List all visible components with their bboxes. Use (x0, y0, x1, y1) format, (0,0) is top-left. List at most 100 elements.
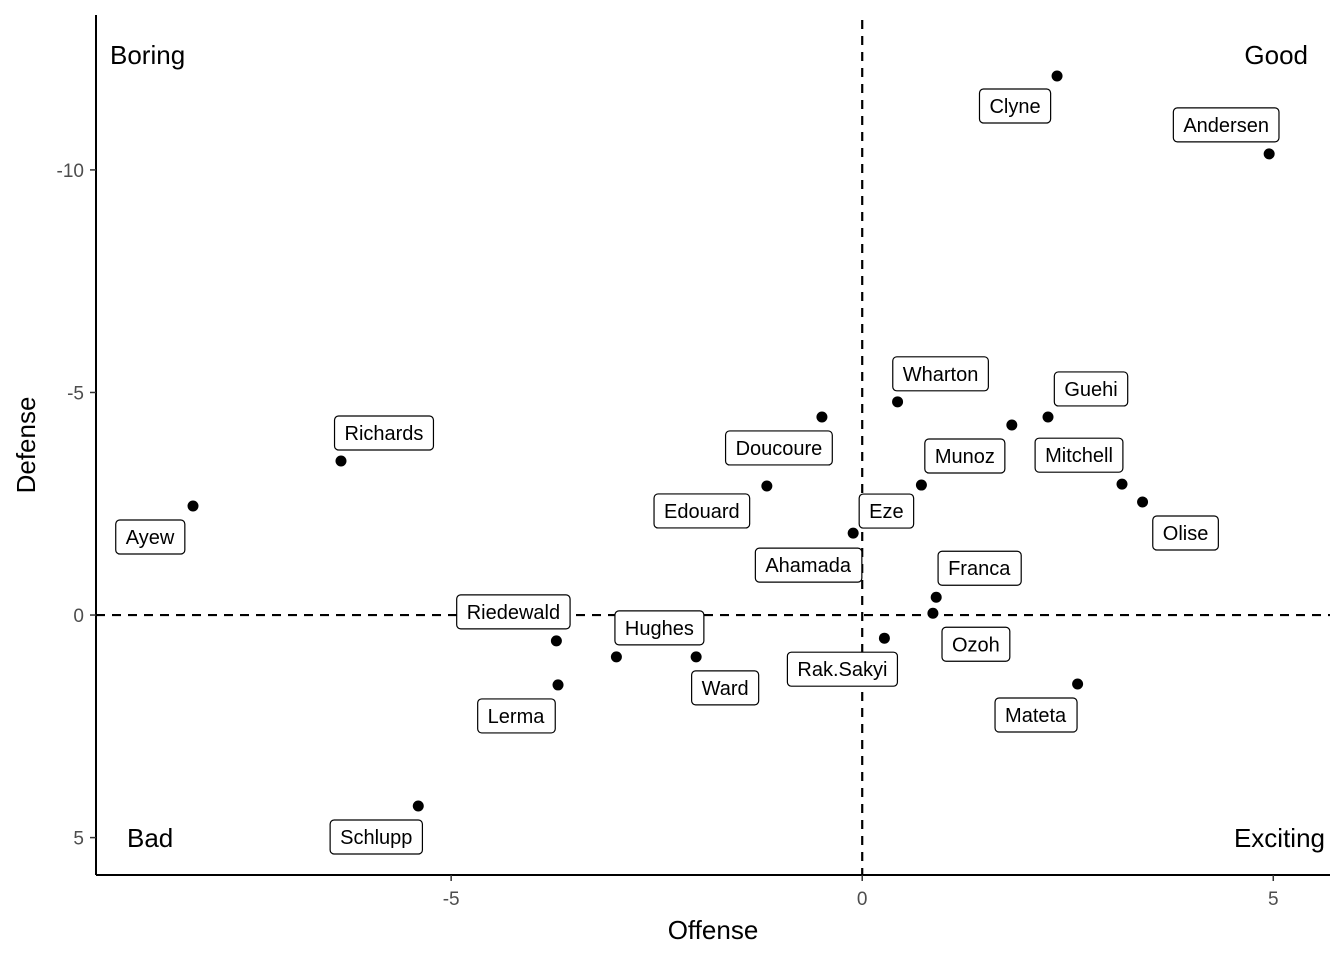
point-label-text: Franca (948, 558, 1011, 580)
data-point (915, 479, 927, 491)
point-label-text: Clyne (989, 96, 1040, 118)
data-point (187, 500, 199, 512)
point-label-text: Hughes (625, 618, 694, 640)
point-label-box (924, 438, 1006, 474)
point-label: Ayew (115, 519, 186, 555)
x-tick-label: -5 (443, 889, 460, 910)
point-label: Ahamada (754, 547, 863, 583)
data-point (690, 651, 702, 663)
point-label-text: Schlupp (340, 827, 412, 849)
data-point (1137, 496, 1149, 508)
point-label: Andersen (1172, 107, 1280, 143)
data-point (816, 411, 828, 423)
data-point (927, 607, 939, 619)
point-label-text: Mateta (1005, 705, 1067, 727)
point-label-text: Ayew (126, 527, 175, 549)
data-point (761, 480, 773, 492)
data-point (335, 455, 347, 467)
point-label-box (456, 594, 571, 630)
data-point (1051, 70, 1063, 82)
data-point (1263, 148, 1275, 160)
quadrant-label-bottom-left: Bad (127, 823, 173, 853)
point-label: Schlupp (329, 819, 424, 855)
point-label-text: Edouard (664, 501, 740, 523)
point-label-text: Richards (345, 423, 424, 445)
point-label-text: Rak.Sakyi (797, 659, 887, 681)
data-point (847, 527, 859, 539)
point-label-box (477, 698, 556, 734)
point-label: Ozoh (941, 626, 1011, 662)
quadrant-label-top-right: Good (1244, 40, 1308, 70)
data-point (878, 632, 890, 644)
point-label-box (858, 493, 915, 529)
point-label: Mateta (994, 697, 1078, 733)
y-tick-label: -5 (67, 383, 84, 404)
quadrant-label-bottom-right: Exciting (1234, 823, 1325, 853)
point-label: Olise (1152, 515, 1219, 551)
point-label-text: Eze (869, 501, 903, 523)
point-label-box (1172, 107, 1280, 143)
point-label: Lerma (477, 698, 556, 734)
data-point (552, 679, 564, 691)
point-label-box (115, 519, 186, 555)
point-label-box (892, 356, 989, 392)
point-label-text: Lerma (488, 706, 546, 728)
data-point (930, 591, 942, 603)
point-label: Franca (937, 550, 1022, 586)
point-label: Mitchell (1034, 437, 1124, 473)
point-label-box (691, 670, 760, 706)
point-label-box (333, 415, 435, 451)
point-label-text: Mitchell (1045, 445, 1113, 467)
point-label-text: Ward (702, 678, 749, 700)
point-label-box (937, 550, 1022, 586)
x-tick-label: 5 (1268, 889, 1279, 910)
x-axis-title: Offense (668, 915, 759, 945)
point-label-box (724, 430, 833, 466)
point-label: Richards (333, 415, 435, 451)
point-label-text: Ozoh (952, 634, 1000, 656)
point-label-text: Riedewald (467, 602, 560, 624)
point-label: Riedewald (456, 594, 571, 630)
point-label: Doucoure (724, 430, 833, 466)
point-label-text: Olise (1163, 523, 1209, 545)
point-label-text: Ahamada (765, 555, 851, 577)
data-point (412, 800, 424, 812)
data-point (550, 635, 562, 647)
point-label: Eze (858, 493, 915, 529)
point-label: Ward (691, 670, 760, 706)
data-point (1006, 419, 1018, 431)
point-label-box (754, 547, 863, 583)
point-label-box (653, 493, 751, 529)
data-point (1072, 678, 1084, 690)
point-label-box (1034, 437, 1124, 473)
point-label: Guehi (1053, 371, 1129, 407)
point-label: Edouard (653, 493, 751, 529)
point-label-box (978, 88, 1052, 124)
point-label-box (786, 651, 899, 687)
point-label: Clyne (978, 88, 1052, 124)
quadrant-label-top-left: Boring (110, 40, 185, 70)
point-label: Rak.Sakyi (786, 651, 899, 687)
point-label-box (941, 626, 1011, 662)
point-label-text: Wharton (903, 364, 979, 386)
point-label-box (329, 819, 424, 855)
point-label-box (1152, 515, 1219, 551)
point-label-text: Munoz (935, 446, 995, 468)
point-label-box (994, 697, 1078, 733)
data-point (610, 651, 622, 663)
point-label-box (1053, 371, 1129, 407)
y-tick-label: 5 (73, 829, 84, 850)
point-label: Wharton (892, 356, 989, 392)
data-point (892, 396, 904, 408)
point-label-text: Guehi (1064, 379, 1117, 401)
point-label: Hughes (614, 610, 705, 646)
data-point (1042, 411, 1054, 423)
data-point (1116, 478, 1128, 490)
point-label-text: Andersen (1183, 115, 1269, 137)
y-axis-title: Defense (11, 397, 41, 494)
point-label-text: Doucoure (736, 438, 823, 460)
point-label: Munoz (924, 438, 1006, 474)
x-tick-label: 0 (857, 889, 868, 910)
y-tick-label: 0 (73, 606, 84, 627)
